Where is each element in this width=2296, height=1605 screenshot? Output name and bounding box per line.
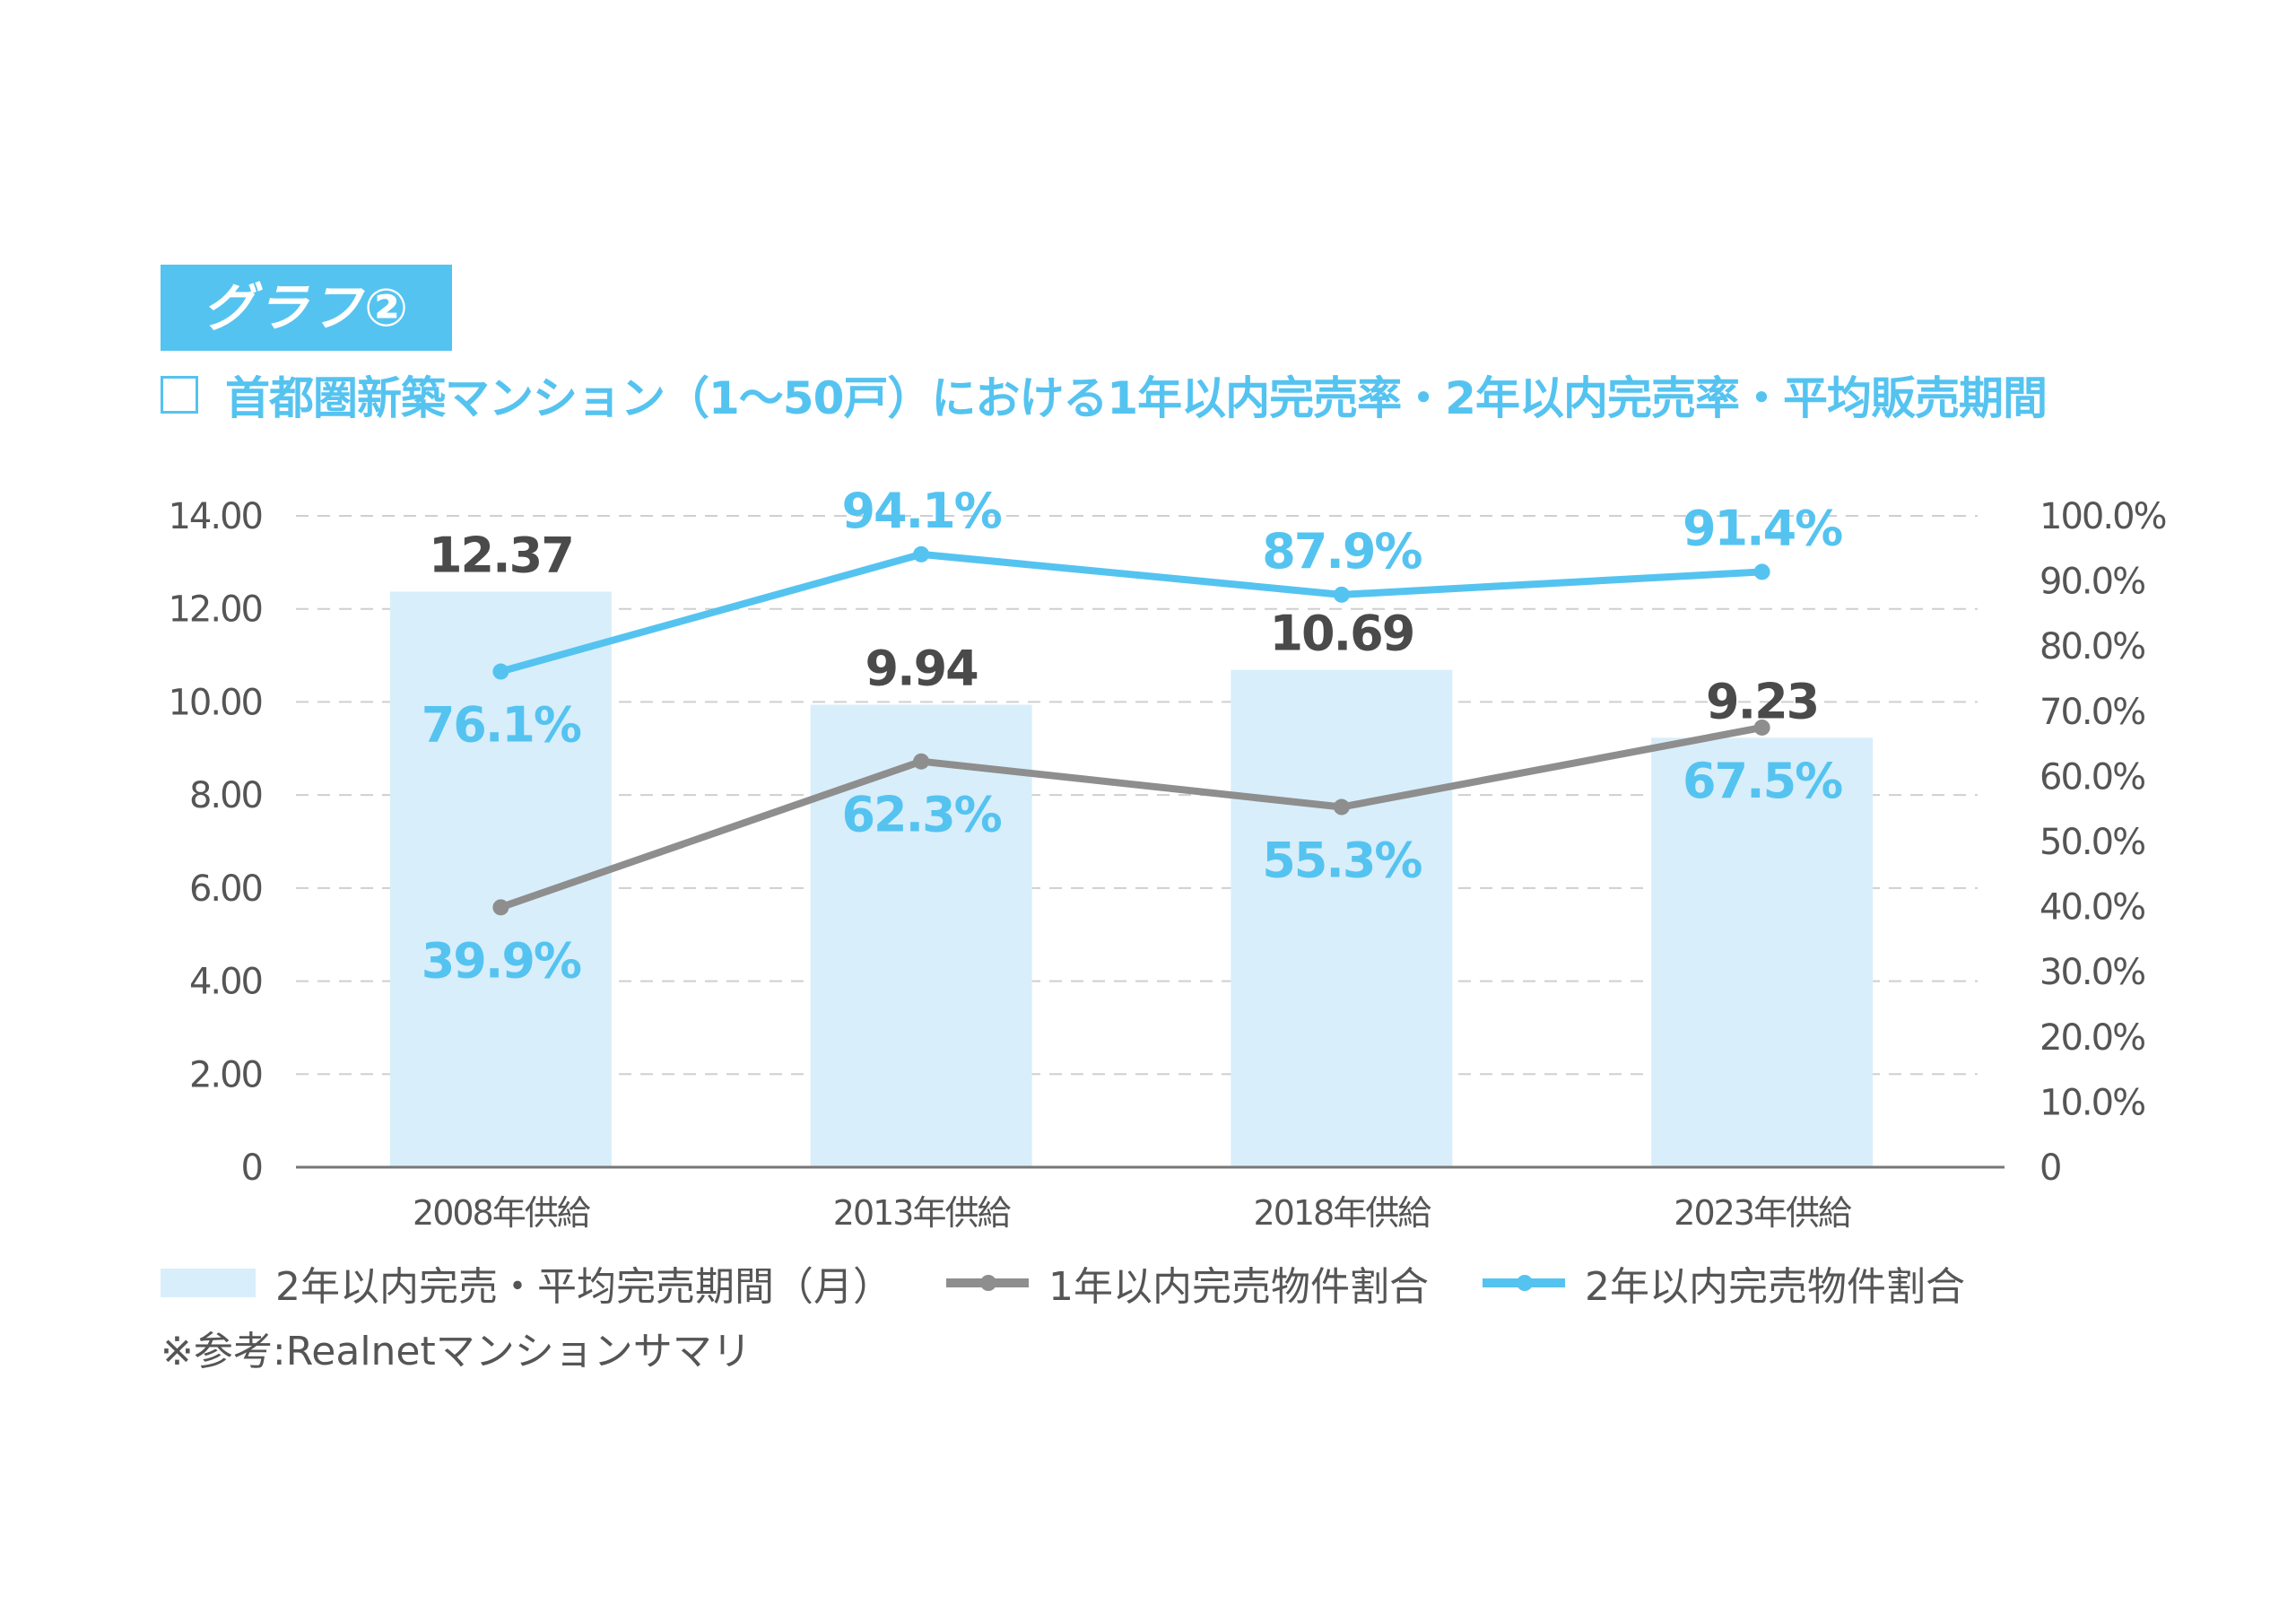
right-tick-label: 40.0%	[2039, 887, 2144, 929]
source-note: ※参考:Realnetマンションサマリ	[161, 1329, 752, 1374]
bars	[389, 591, 1874, 1167]
legend: 2年以内完売・平均完売期間（月） 1年以内完売物件割合 2年以内完売物件割合	[161, 1254, 2019, 1312]
line1-value-label: 62.3%	[841, 787, 1001, 843]
right-tick-label: 80.0%	[2039, 626, 2144, 667]
legend-line2-label: 2年以内完売物件割合	[1585, 1264, 1965, 1310]
series-line-2	[500, 550, 1762, 676]
data-labels: 12.37 9.94 10.69 9.23 39.9% 62.3% 55.3% 67.5% 76…	[422, 483, 1844, 989]
legend-bar-swatch-icon	[161, 1269, 256, 1297]
series-point-1-3	[1753, 719, 1770, 736]
series-point-1-2	[1333, 798, 1350, 816]
line1-value-label: 67.5%	[1683, 753, 1842, 809]
line2-value-label: 76.1%	[422, 697, 581, 754]
right-tick-label: 100.0%	[2039, 496, 2166, 537]
left-tick-label: 14.00	[168, 496, 262, 537]
series-point-1-0	[492, 899, 509, 916]
line2-value-label: 94.1%	[841, 483, 1001, 539]
checkbox-square-icon	[161, 376, 198, 414]
legend-bar-label: 2年以内完売・平均完売期間（月）	[275, 1264, 892, 1310]
line1-value-label: 39.9%	[422, 932, 581, 989]
legend-line1-label: 1年以内完売物件割合	[1048, 1264, 1429, 1310]
left-tick-label: 10.00	[168, 682, 262, 723]
left-tick-label: 8.00	[189, 775, 262, 816]
right-axis-ticks: 0 10.0% 20.0% 30.0% 40.0% 50.0% 60.0% 70.0% 80.0…	[2039, 496, 2168, 1189]
bar-3	[1651, 737, 1874, 1167]
legend-line1-marker-icon	[946, 1275, 1029, 1291]
right-tick-label: 30.0%	[2039, 952, 2144, 993]
category-label: 2023年供給	[1674, 1193, 1852, 1233]
category-label: 2008年供給	[413, 1193, 591, 1233]
right-tick-label: 60.0%	[2039, 756, 2144, 798]
bar-value-label: 9.94	[865, 641, 978, 697]
legend-line2-marker-icon	[1483, 1275, 1565, 1291]
left-tick-label: 6.00	[189, 868, 262, 910]
bar-value-label: 10.69	[1269, 606, 1413, 662]
right-tick-label: 50.0%	[2039, 822, 2144, 863]
series-point-2-1	[913, 545, 930, 563]
left-tick-label: 4.00	[189, 962, 262, 1003]
bar-2	[1231, 669, 1453, 1167]
legend-item-line2: 2年以内完売物件割合	[1483, 1254, 1965, 1312]
series-point-2-0	[492, 663, 509, 680]
line2-value-label: 87.9%	[1262, 523, 1422, 580]
right-tick-label: 10.0%	[2039, 1082, 2144, 1123]
line2-value-label: 91.4%	[1683, 500, 1842, 556]
right-tick-label: 0	[2039, 1147, 2060, 1189]
series-point-1-1	[913, 753, 930, 770]
bar-value-label: 9.23	[1706, 673, 1818, 729]
category-label: 2018年供給	[1254, 1193, 1432, 1233]
bar-1	[810, 704, 1032, 1167]
bar-value-label: 12.37	[429, 528, 573, 584]
right-tick-label: 20.0%	[2039, 1017, 2144, 1059]
category-label: 2013年供給	[833, 1193, 1012, 1233]
left-tick-label: 0	[241, 1147, 262, 1189]
left-tick-label: 2.00	[189, 1054, 262, 1095]
right-tick-label: 70.0%	[2039, 692, 2144, 733]
graph-badge: グラフ②	[161, 265, 452, 351]
chart-title: 首都圏新築マンション（1～50戸）における1年以内完売率・2年以内完売率・平均販…	[225, 372, 2048, 424]
category-labels: 2008年供給 2013年供給 2018年供給 2023年供給	[413, 1193, 1854, 1233]
left-tick-label: 12.00	[168, 589, 262, 631]
series-point-2-3	[1753, 563, 1770, 580]
chart-title-row: 首都圏新築マンション（1～50戸）における1年以内完売率・2年以内完売率・平均販…	[161, 366, 2048, 424]
series-point-2-2	[1333, 586, 1350, 603]
line1-value-label: 55.3%	[1262, 833, 1422, 889]
left-axis-ticks: 0 2.00 4.00 6.00 8.00 10.00 12.00 14.00	[168, 496, 264, 1189]
legend-item-line1: 1年以内完売物件割合	[946, 1254, 1429, 1312]
right-tick-label: 90.0%	[2039, 562, 2144, 603]
lines	[492, 545, 1770, 916]
legend-item-bar: 2年以内完売・平均完売期間（月）	[161, 1254, 892, 1312]
series-line-1	[500, 724, 1763, 912]
